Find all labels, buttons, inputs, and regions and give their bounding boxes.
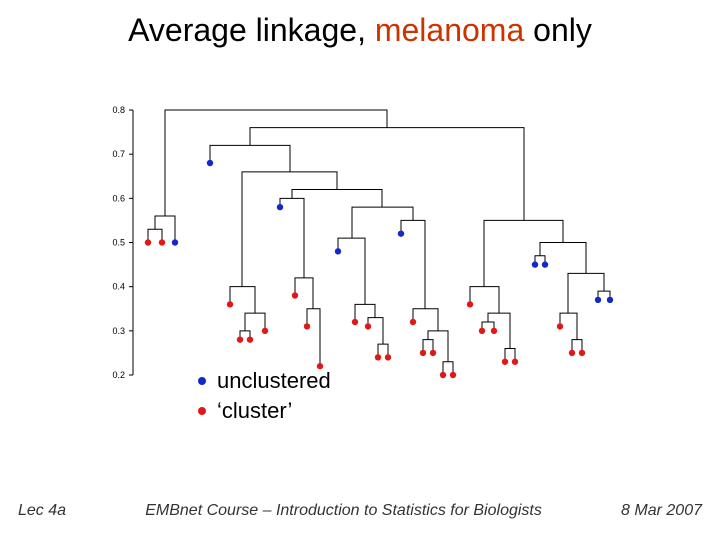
legend-item: unclustered bbox=[195, 366, 331, 396]
svg-text:0.6: 0.6 bbox=[112, 193, 125, 203]
footer: Lec 4a EMBnet Course – Introduction to S… bbox=[0, 502, 720, 520]
dendrogram-chart: 0.8 0.7 0.6 0.5 0.4 0.3 0.2 bbox=[80, 100, 640, 390]
title-part2: only bbox=[524, 12, 592, 48]
svg-text:0.3: 0.3 bbox=[112, 326, 125, 336]
legend-marker-icon bbox=[195, 404, 209, 418]
footer-left: Lec 4a bbox=[18, 502, 66, 520]
svg-text:0.4: 0.4 bbox=[112, 282, 125, 292]
title-part1: Average linkage, bbox=[128, 12, 375, 48]
legend-item: ‘cluster’ bbox=[195, 396, 331, 426]
svg-text:0.8: 0.8 bbox=[112, 105, 125, 115]
dendrogram-svg: 0.8 0.7 0.6 0.5 0.4 0.3 0.2 bbox=[80, 100, 640, 390]
svg-text:0.2: 0.2 bbox=[112, 370, 125, 380]
footer-center: EMBnet Course – Introduction to Statisti… bbox=[145, 502, 542, 520]
legend: unclustered‘cluster’ bbox=[195, 366, 331, 425]
svg-text:0.5: 0.5 bbox=[112, 238, 125, 248]
legend-marker-icon bbox=[195, 374, 209, 388]
slide: Average linkage, melanoma only 0.8 0.7 0.6… bbox=[0, 0, 720, 540]
legend-label: unclustered bbox=[217, 366, 331, 396]
legend-label: ‘cluster’ bbox=[217, 396, 292, 426]
slide-title: Average linkage, melanoma only bbox=[0, 12, 720, 49]
title-highlight: melanoma bbox=[375, 12, 524, 48]
footer-right: 8 Mar 2007 bbox=[621, 502, 702, 520]
svg-text:0.7: 0.7 bbox=[112, 149, 125, 159]
